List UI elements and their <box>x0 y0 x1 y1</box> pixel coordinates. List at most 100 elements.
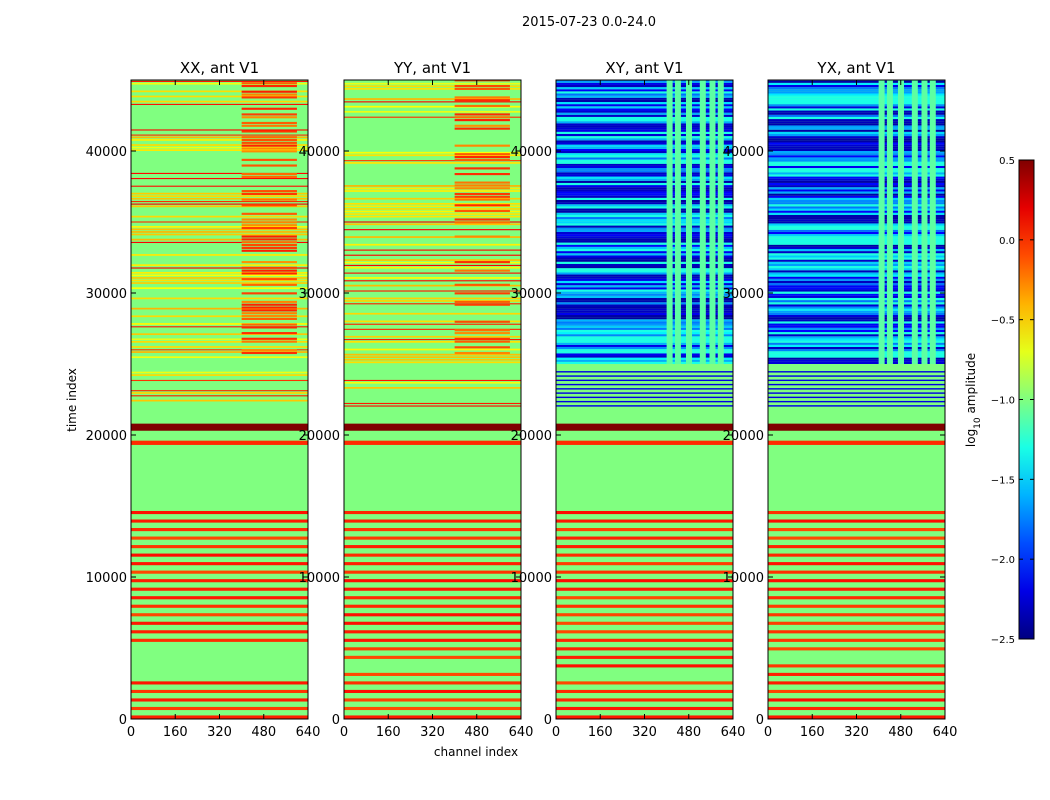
rfi-column <box>921 80 928 364</box>
stripe <box>768 510 945 515</box>
row <box>131 356 308 359</box>
row <box>768 396 945 399</box>
row <box>768 242 945 245</box>
stripe <box>344 681 521 685</box>
row <box>344 358 521 361</box>
row <box>768 89 945 92</box>
row <box>768 274 945 277</box>
row <box>131 197 308 200</box>
row <box>768 121 945 124</box>
row <box>768 359 945 362</box>
stripe <box>768 698 945 702</box>
stripe <box>131 553 308 557</box>
rfi-patch <box>241 315 297 318</box>
row <box>344 236 521 238</box>
heatmap-xx <box>131 80 308 719</box>
row <box>556 84 733 88</box>
row <box>344 98 521 100</box>
row <box>344 340 521 343</box>
stripe <box>131 689 308 694</box>
row <box>768 276 945 279</box>
rfi-patch <box>241 138 297 142</box>
row <box>768 206 945 209</box>
x-tick-label: 320 <box>844 725 869 740</box>
stripe <box>344 621 521 625</box>
stripe <box>556 604 733 608</box>
row <box>768 392 945 394</box>
rfi-patch <box>241 121 297 125</box>
row <box>556 214 733 218</box>
row <box>344 151 521 154</box>
row <box>131 95 308 98</box>
y-tick-label: 30000 <box>299 287 340 302</box>
row <box>768 327 945 330</box>
rfi-patch <box>454 144 510 147</box>
rfi-patch <box>454 340 510 343</box>
row <box>556 225 733 228</box>
x-tick-label: 160 <box>800 725 825 740</box>
row <box>768 144 945 147</box>
panel-xy: XY, ant V1 0 160 320 480 640 0 10000 20000 30000 4… <box>511 59 746 740</box>
stripe <box>556 596 733 600</box>
gap-band <box>556 440 733 445</box>
rfi-column <box>666 80 673 364</box>
rfi-patch <box>241 317 297 320</box>
row <box>556 219 733 222</box>
row <box>768 272 945 275</box>
rfi-patch <box>454 235 510 238</box>
row <box>768 315 945 318</box>
row <box>556 221 733 224</box>
row <box>768 116 945 120</box>
row <box>768 210 945 213</box>
rfi-patch <box>241 164 297 167</box>
row <box>131 307 308 310</box>
row <box>131 144 308 146</box>
stripe <box>556 579 733 583</box>
flagged-row <box>131 476 308 478</box>
row <box>768 146 945 149</box>
row <box>768 157 945 160</box>
row <box>556 317 733 320</box>
stripe <box>768 545 945 549</box>
row <box>768 180 945 183</box>
row <box>768 357 945 360</box>
row <box>768 159 945 162</box>
row <box>344 101 521 103</box>
stripe <box>768 570 945 574</box>
stripe <box>344 672 521 676</box>
row <box>344 205 521 208</box>
rfi-patch <box>454 99 510 102</box>
stripe <box>556 536 733 540</box>
row <box>768 251 945 254</box>
stripe <box>131 681 308 685</box>
flagged-row <box>556 505 733 507</box>
rfi-patch <box>454 195 510 198</box>
row <box>556 223 733 226</box>
row <box>131 254 308 256</box>
rfi-patch <box>454 261 510 264</box>
x-tick-label: 160 <box>163 725 188 740</box>
row <box>556 193 733 196</box>
row <box>556 276 733 279</box>
row <box>768 155 945 158</box>
rfi-patch <box>454 329 510 332</box>
row <box>556 300 733 303</box>
row <box>556 242 733 245</box>
row <box>768 170 945 173</box>
y-tick-label: 20000 <box>723 429 764 444</box>
row <box>344 110 521 113</box>
rfi-patch <box>241 130 297 133</box>
row <box>768 317 945 320</box>
row <box>131 134 308 136</box>
colorbar-tick-label: −2.0 <box>991 555 1015 566</box>
rfi-patch <box>454 173 510 176</box>
flagged-row <box>131 419 308 421</box>
stripe <box>768 562 945 566</box>
row <box>556 178 733 181</box>
row <box>556 405 733 407</box>
row <box>556 127 733 130</box>
row <box>768 138 945 141</box>
row <box>556 361 733 364</box>
row <box>556 89 733 92</box>
row <box>556 400 733 403</box>
